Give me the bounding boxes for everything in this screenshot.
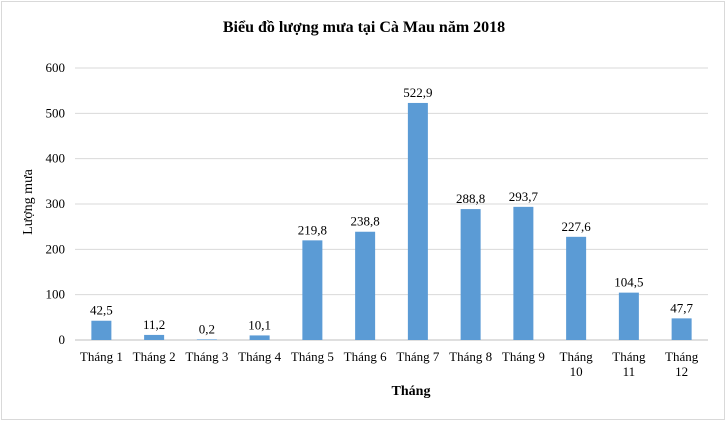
y-tick-label: 400 [46,151,66,166]
bar [566,236,587,340]
x-tick-label: Tháng 3 [185,349,228,364]
x-tick-label: Tháng 5 [291,349,334,364]
data-label: 11,2 [143,317,165,332]
bar [407,102,428,341]
data-label: 10,1 [248,317,271,332]
y-tick-label: 600 [46,60,66,75]
data-label: 219,8 [298,222,327,237]
data-label: 104,5 [614,275,643,290]
bar [196,339,217,340]
gridlines [75,67,708,341]
x-tick-label: Tháng 1 [80,349,123,364]
y-tick-labels: 0 100 200 300 400 500 600 [46,60,66,347]
bar [249,335,270,340]
bar [144,334,165,340]
x-tick-label: Tháng 6 [344,349,387,364]
data-label: 42,5 [90,303,113,318]
data-label: 522,9 [403,85,432,100]
x-tick-label: Tháng 9 [502,349,545,364]
x-tick-label: Tháng 11 [612,349,646,379]
bar [355,231,376,340]
data-labels: 42,5 11,2 0,2 10,1 219,8 238,8 522,9 288,8 293,7… [90,85,694,336]
data-label: 47,7 [670,300,693,315]
y-tick-label: 500 [46,105,66,120]
data-label: 238,8 [351,214,380,229]
data-label: 227,6 [562,219,592,234]
chart-title: Biểu đồ lượng mưa tại Cà Mau năm 2018 [223,19,505,36]
x-axis-title: Tháng [392,384,431,399]
x-tick-labels: Tháng 1 Tháng 2 Tháng 3 Tháng 4 Tháng 5 Tháng… [80,349,699,379]
bar [460,209,481,340]
bar [91,320,112,340]
y-tick-label: 100 [46,287,66,302]
x-tick-label: Tháng 12 [665,349,699,379]
bar [302,240,323,340]
bar [618,292,639,340]
bar [671,318,692,340]
x-tick-label: Tháng 8 [449,349,492,364]
bar [513,206,534,340]
data-label: 293,7 [509,189,539,204]
y-tick-label: 0 [59,332,66,347]
bars [91,102,692,341]
y-tick-label: 200 [46,241,66,256]
x-tick-label: Tháng 7 [396,349,439,364]
y-axis-title: Lượng mưa [21,168,36,235]
data-label: 0,2 [199,321,215,336]
x-tick-label: Tháng 2 [133,349,176,364]
data-label: 288,8 [456,191,485,206]
x-tick-label: Tháng 10 [560,349,594,379]
y-tick-label: 300 [46,196,66,211]
x-tick-label: Tháng 4 [238,349,281,364]
